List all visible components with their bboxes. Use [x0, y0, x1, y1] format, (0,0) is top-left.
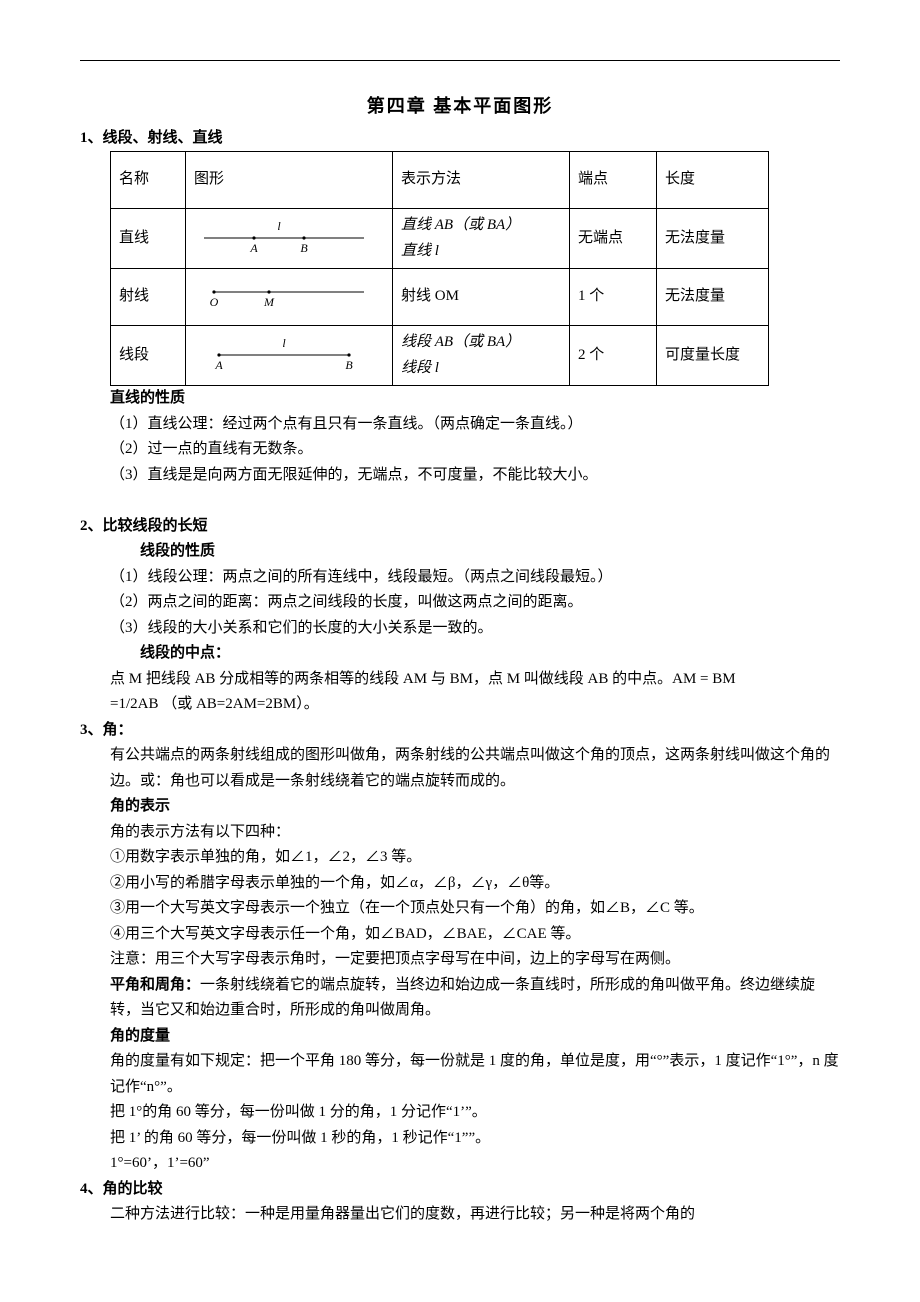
chapter-title: 第四章 基本平面图形 — [80, 91, 840, 122]
cell-ep-ray: 1 个 — [570, 269, 657, 326]
angle-rep-1: ①用数字表示单独的角，如∠1，∠2，∠3 等。 — [80, 845, 840, 871]
rep-seg-2: 线段 l — [401, 360, 439, 376]
cell-figure-ray: O M — [186, 269, 393, 326]
cell-rep-ray: 射线 OM — [393, 269, 570, 326]
seg-prop-1: （1）线段公理：两点之间的所有连线中，线段最短。（两点之间线段最短。） — [80, 565, 840, 591]
seg-prop-2: （2）两点之间的距离：两点之间线段的长度，叫做这两点之间的距离。 — [80, 590, 840, 616]
angle-rep-0: 角的表示方法有以下四种： — [80, 820, 840, 846]
line-figure-svg: l A B — [194, 216, 374, 262]
seg-prop-3: （3）线段的大小关系和它们的长度的大小关系是一致的。 — [80, 616, 840, 642]
label-O: O — [210, 295, 219, 309]
cell-name-ray: 射线 — [111, 269, 186, 326]
section-3-head: 3、角： — [80, 718, 840, 744]
label-M: M — [263, 295, 275, 309]
angle-measure-title: 角的度量 — [80, 1024, 840, 1050]
table-row: 线段 l A B 线段 AB（或 BA） 线段 l 2 个 可度量长度 — [111, 326, 769, 386]
cell-figure-line: l A B — [186, 209, 393, 269]
angle-rep-note: 注意：用三个大写字母表示角时，一定要把顶点字母写在中间，边上的字母写在两侧。 — [80, 947, 840, 973]
cell-figure-seg: l A B — [186, 326, 393, 386]
angle-measure-4: 1°=60’，1’=60” — [80, 1151, 840, 1177]
flat-angle-title: 平角和周角： — [110, 977, 200, 993]
midpoint-title: 线段的中点： — [80, 641, 840, 667]
line-prop-3: （3）直线是是向两方面无限延伸的，无端点，不可度量，不能比较大小。 — [80, 463, 840, 489]
angle-rep-4: ④用三个大写英文字母表示任一个角，如∠BAD，∠BAE，∠CAE 等。 — [80, 922, 840, 948]
cell-len-line: 无法度量 — [657, 209, 769, 269]
cell-rep-line: 直线 AB（或 BA） 直线 l — [393, 209, 570, 269]
angle-rep-2: ②用小写的希腊字母表示单独的一个角，如∠α，∠β，∠γ，∠θ等。 — [80, 871, 840, 897]
rep-line-1: 直线 AB（或 BA） — [401, 217, 520, 233]
flat-angle-line: 平角和周角：一条射线绕着它的端点旋转，当终边和始边成一条直线时，所形成的角叫做平… — [80, 973, 840, 1024]
geometry-table: 名称 图形 表示方法 端点 长度 直线 l A B 直线 AB（或 BA） — [110, 151, 769, 386]
seg-figure-svg: l A B — [194, 333, 374, 379]
th-length: 长度 — [657, 152, 769, 209]
angle-measure-1: 角的度量有如下规定：把一个平角 180 等分，每一份就是 1 度的角，单位是度，… — [80, 1049, 840, 1100]
cell-name-seg: 线段 — [111, 326, 186, 386]
section-4-head: 4、角的比较 — [80, 1177, 840, 1203]
th-representation: 表示方法 — [393, 152, 570, 209]
ray-figure-svg: O M — [194, 274, 374, 320]
angle-compare-1: 二种方法进行比较：一种是用量角器量出它们的度数，再进行比较；另一种是将两个角的 — [80, 1202, 840, 1228]
th-name: 名称 — [111, 152, 186, 209]
angle-rep-3: ③用一个大写英文字母表示一个独立（在一个顶点处只有一个角）的角，如∠B，∠C 等… — [80, 896, 840, 922]
label-l-seg: l — [282, 336, 286, 350]
rep-seg-1: 线段 AB（或 BA） — [401, 334, 520, 350]
cell-ep-line: 无端点 — [570, 209, 657, 269]
angle-def: 有公共端点的两条射线组成的图形叫做角，两条射线的公共端点叫做这个角的顶点，这两条… — [80, 743, 840, 794]
table-row: 直线 l A B 直线 AB（或 BA） 直线 l 无端点 无法度量 — [111, 209, 769, 269]
line-properties-title: 直线的性质 — [80, 386, 840, 412]
line-prop-1: （1）直线公理：经过两个点有且只有一条直线。（两点确定一条直线。） — [80, 412, 840, 438]
section-2-head: 2、比较线段的长短 — [80, 514, 840, 540]
th-figure: 图形 — [186, 152, 393, 209]
cell-len-ray: 无法度量 — [657, 269, 769, 326]
angle-measure-3: 把 1’ 的角 60 等分，每一份叫做 1 秒的角，1 秒记作“1””。 — [80, 1126, 840, 1152]
top-horizontal-rule — [80, 60, 840, 61]
label-A-seg: A — [214, 358, 223, 372]
section-1-head: 1、线段、射线、直线 — [80, 126, 840, 152]
label-B-seg: B — [345, 358, 353, 372]
label-A: A — [249, 241, 258, 255]
angle-rep-title: 角的表示 — [80, 794, 840, 820]
cell-rep-seg: 线段 AB（或 BA） 线段 l — [393, 326, 570, 386]
page: 第四章 基本平面图形 1、线段、射线、直线 名称 图形 表示方法 端点 长度 直… — [0, 0, 920, 1302]
table-header-row: 名称 图形 表示方法 端点 长度 — [111, 152, 769, 209]
line-prop-2: （2）过一点的直线有无数条。 — [80, 437, 840, 463]
cell-name-line: 直线 — [111, 209, 186, 269]
cell-ep-seg: 2 个 — [570, 326, 657, 386]
th-endpoint: 端点 — [570, 152, 657, 209]
flat-angle-text: 一条射线绕着它的端点旋转，当终边和始边成一条直线时，所形成的角叫做平角。终边继续… — [110, 977, 815, 1019]
label-l: l — [277, 219, 281, 233]
midpoint-line-2: =1/2AB （或 AB=2AM=2BM）。 — [80, 692, 840, 718]
label-B: B — [300, 241, 308, 255]
segment-properties-title: 线段的性质 — [80, 539, 840, 565]
midpoint-line-1: 点 M 把线段 AB 分成相等的两条相等的线段 AM 与 BM，点 M 叫做线段… — [80, 667, 840, 693]
angle-measure-2: 把 1°的角 60 等分，每一份叫做 1 分的角，1 分记作“1’”。 — [80, 1100, 840, 1126]
cell-len-seg: 可度量长度 — [657, 326, 769, 386]
rep-line-2: 直线 l — [401, 243, 439, 259]
table-row: 射线 O M 射线 OM 1 个 无法度量 — [111, 269, 769, 326]
